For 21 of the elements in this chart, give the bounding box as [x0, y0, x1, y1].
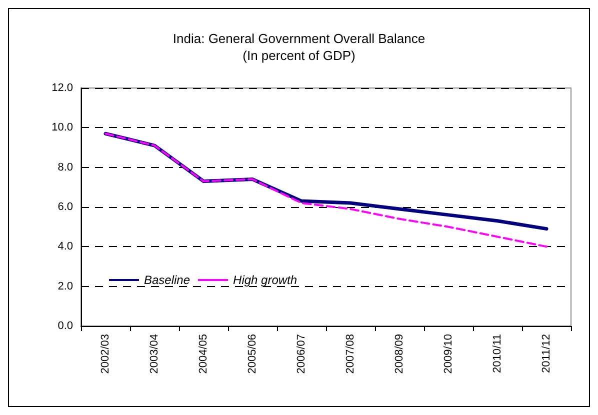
x-tick-label: 2009/10: [442, 334, 454, 374]
y-tick-label: 8.0: [58, 161, 73, 174]
x-tick-label: 2011/12: [540, 334, 552, 373]
y-tick-label: 6.0: [58, 201, 73, 213]
legend-label: High growth: [233, 273, 298, 287]
x-tick-label: 2003/04: [148, 334, 160, 374]
y-tick-label: 2.0: [58, 280, 73, 292]
x-tick-label: 2008/09: [394, 334, 406, 374]
x-tick-label: 2004/05: [198, 334, 210, 374]
y-tick-label: 4.0: [58, 240, 73, 253]
y-tick-label: 0.0: [58, 320, 73, 332]
x-tick-label: 2006/07: [296, 334, 308, 374]
line-series: [104, 132, 548, 248]
legend-label: Baseline: [144, 273, 190, 287]
x-tick-label: 2005/06: [246, 334, 258, 374]
x-tick-label: 2007/08: [344, 334, 356, 374]
y-tick-label: 12.0: [52, 82, 73, 94]
x-tick-label: 2002/03: [100, 334, 112, 374]
x-tick-label: 2010/11: [492, 334, 504, 373]
chart-title: India: General Government Overall Balance (In percent of GDP): [172, 31, 426, 63]
y-tick-label: 10.0: [52, 122, 73, 134]
